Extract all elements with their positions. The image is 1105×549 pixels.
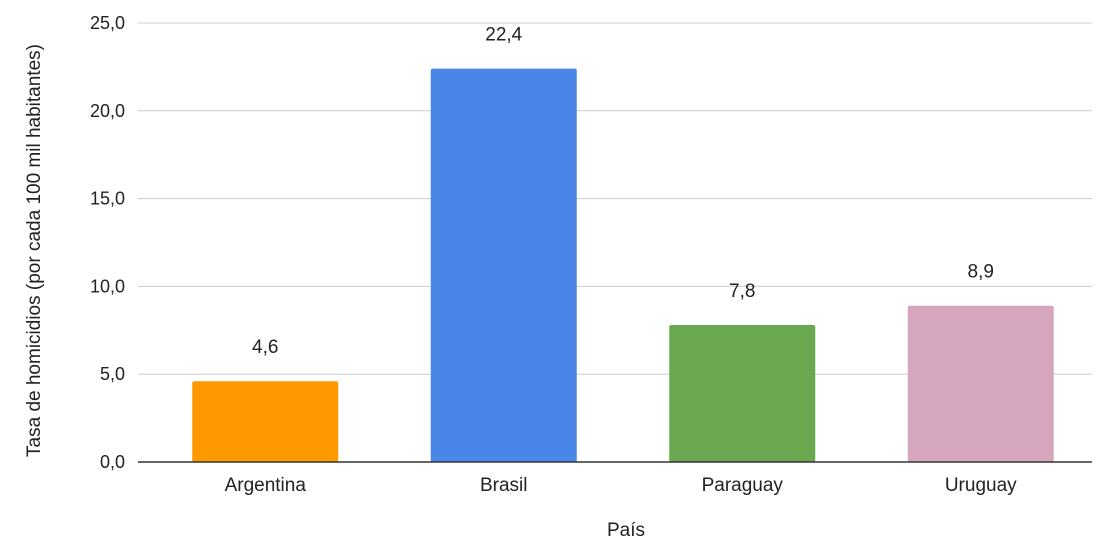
x-tick-label: Brasil [480,475,528,496]
data-label: 7,8 [729,281,755,302]
bar-uruguay [907,305,1054,462]
bar-argentina [192,381,339,462]
data-label: 8,9 [968,262,994,283]
x-tick-label: Paraguay [702,475,784,496]
data-label: 22,4 [485,25,522,46]
x-axis-ticks: Argentina Brasil Paraguay Uruguay [225,475,1018,496]
y-tick-label: 25,0 [90,13,125,33]
data-labels: 4,6 22,4 7,8 8,9 [252,25,994,359]
y-tick-label: 20,0 [90,101,125,121]
y-axis-title: Tasa de homicidios (por cada 100 mil hab… [24,44,45,457]
x-tick-label: Argentina [225,475,307,496]
data-label: 4,6 [252,337,278,358]
x-axis-title: País [607,520,645,541]
y-tick-label: 10,0 [90,276,125,296]
bar-paraguay [669,325,816,462]
bar-brasil [430,68,577,462]
y-tick-label: 15,0 [90,189,125,209]
y-axis-ticks: 0,0 5,0 10,0 15,0 20,0 25,0 [90,13,125,472]
bars [192,68,1054,462]
y-tick-label: 5,0 [100,364,125,384]
x-tick-label: Uruguay [945,475,1017,496]
y-tick-label: 0,0 [100,452,125,472]
